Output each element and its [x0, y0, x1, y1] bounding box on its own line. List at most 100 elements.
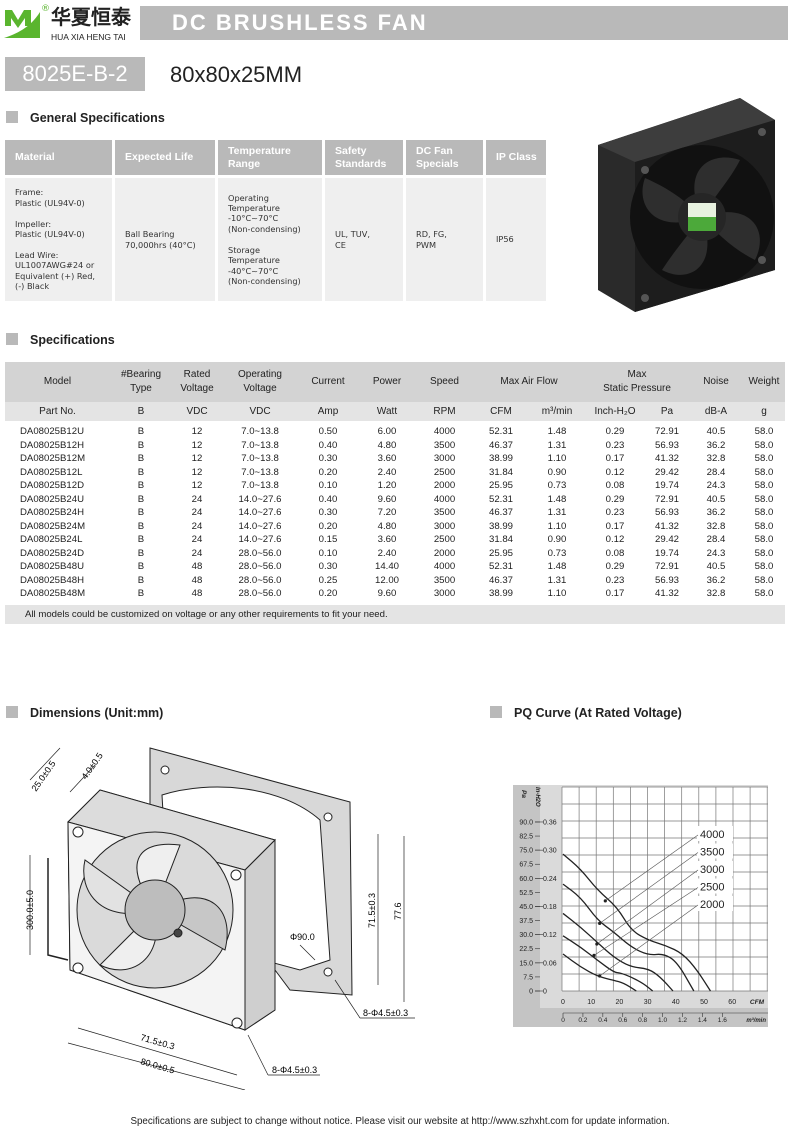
specs-heading-text: Specifications [30, 333, 115, 347]
x-axis-label: CFM [750, 999, 765, 1006]
axis-tick-label: 30.0 [519, 932, 533, 939]
specs-unit: VDC [222, 402, 298, 421]
spec-cell: 24.3 [706, 480, 726, 492]
dimensions-heading-text: Dimensions (Unit:mm) [30, 706, 164, 720]
specs-col-header: #Bearing Type [110, 362, 172, 402]
part-number: DA08025B24M [20, 520, 86, 532]
part-number: DA08025B24D [20, 547, 85, 559]
axis-tick-label: 0.24 [543, 876, 557, 883]
spec-cell: 24 [191, 534, 203, 546]
spec-cell: 14.0~27.6 [238, 507, 282, 519]
part-number: DA08025B24L [20, 534, 83, 546]
spec-cell: 1.10 [547, 588, 567, 600]
spec-cell: B [137, 439, 145, 451]
spec-cell: 38.99 [488, 453, 513, 465]
spec-cell: 0.29 [605, 493, 625, 505]
spec-cell: 28.0~56.0 [238, 574, 282, 586]
spec-cell: 72.91 [654, 561, 679, 573]
spec-cell: 41.32 [654, 453, 679, 465]
spec-cell: 28.0~56.0 [238, 588, 282, 600]
specs-unit: Part No. [5, 402, 110, 421]
dim-hole-pitch-vertical: 71.5±0.3 [367, 893, 377, 928]
spec-cell: 7.0~13.8 [241, 453, 279, 465]
spec-cell: 9.60 [377, 493, 397, 505]
spec-cell: 25.95 [488, 480, 513, 492]
specs-heading: Specifications [6, 333, 115, 347]
spec-cell: 1.48 [547, 493, 567, 505]
series-arrowhead [592, 953, 596, 957]
axis-tick-label: 0 [543, 989, 547, 996]
spec-cell: 1.31 [547, 439, 567, 451]
x2-axis-label: m³/min [746, 1017, 766, 1024]
part-number: DA08025B48M [20, 588, 86, 600]
spec-cell: 58.0 [754, 453, 774, 465]
spec-cell: 0.90 [547, 466, 567, 478]
spec-cell: 3500 [433, 507, 456, 519]
axis-tick-label: 60 [728, 999, 736, 1006]
series-label-bg [697, 826, 733, 841]
series-leader-line [605, 834, 699, 902]
general-col-header: Safety Standards [325, 140, 403, 175]
series-leader-line [599, 904, 699, 977]
specs-col-header: Power [358, 362, 416, 402]
spec-cell: 24 [191, 547, 203, 559]
spec-cell: 56.93 [654, 574, 679, 586]
spec-cell: 48 [191, 561, 203, 573]
part-number: DA08025B12L [20, 466, 83, 478]
spec-cell: 0.15 [318, 534, 338, 546]
axis-tick-label: 52.5 [519, 890, 533, 897]
axis-tick-label: 82.5 [519, 834, 533, 841]
general-specs-heading-text: General Specifications [30, 111, 165, 125]
spec-cell: 0.30 [318, 453, 338, 465]
series-label-bg [697, 896, 733, 911]
spec-cell: 32.8 [706, 520, 726, 532]
specs-col-header: Rated Voltage [172, 362, 222, 402]
specs-unit: Pa [645, 402, 689, 421]
specs-unit: RPM [416, 402, 473, 421]
axis-tick-label: 0.18 [543, 904, 557, 911]
spec-cell: 46.37 [488, 574, 513, 586]
spec-cell: 3500 [433, 439, 456, 451]
spec-cell: 41.32 [654, 588, 679, 600]
axis-tick-label: 22.5 [519, 946, 533, 953]
dimensions-heading: Dimensions (Unit:mm) [6, 706, 163, 720]
spec-cell: 28.0~56.0 [238, 547, 282, 559]
spec-cell: B [137, 466, 145, 478]
spec-cell: 3500 [433, 574, 456, 586]
general-col-header: Expected Life [115, 140, 215, 175]
spec-cell: 19.74 [654, 480, 679, 492]
table-row: DA08025B24M B 24 14.0~27.6 0.20 4.80 3000 38.99… [5, 520, 785, 534]
spec-cell: 52.31 [488, 493, 513, 505]
axis-tick-label: 0 [529, 989, 533, 996]
spec-cell: 0.10 [318, 480, 338, 492]
dimension-drawing: 25.0±0.5 4.0±0.5 300.0±5.0 71.5±0.3 77.6… [25, 747, 415, 1090]
spec-cell: 52.31 [488, 426, 513, 438]
spec-cell: 48 [191, 588, 203, 600]
spec-cell: 46.37 [488, 439, 513, 451]
document-title: DC BRUSHLESS FAN [172, 10, 428, 35]
spec-cell: 58.0 [754, 439, 774, 451]
dim-width: 80.0±0.5 [139, 1056, 175, 1075]
spec-cell: 58.0 [754, 561, 774, 573]
specs-col-header: Max Air Flow [473, 362, 585, 402]
specs-header-row: Model #Bearing Type Rated Voltage Operating… [5, 362, 785, 402]
spec-cell: 1.48 [547, 561, 567, 573]
specs-col-header: Max Static Pressure [585, 362, 689, 402]
axis-tick-label: 0.2 [578, 1017, 587, 1024]
spec-cell: 0.40 [318, 493, 338, 505]
general-col-header: Material [5, 140, 112, 175]
axis-tick-label: 0 [561, 1017, 565, 1024]
spec-cell: 0.10 [318, 547, 338, 559]
logo: ® 华夏恒泰 HUA XIA HENG TAI [4, 4, 136, 44]
spec-cell: 9.60 [377, 588, 397, 600]
spec-cell: 0.23 [605, 574, 625, 586]
specs-unit: g [743, 402, 785, 421]
spec-cell: 1.10 [547, 453, 567, 465]
table-row: DA08025B12M B 12 7.0~13.8 0.30 3.60 3000 38.99 1… [5, 452, 785, 466]
spec-cell: 0.25 [318, 574, 338, 586]
spec-cell: 38.99 [488, 520, 513, 532]
spec-cell: 0.20 [318, 588, 338, 600]
specs-unit: VDC [172, 402, 222, 421]
general-specs-heading: General Specifications [6, 111, 165, 125]
spec-cell: B [137, 453, 145, 465]
